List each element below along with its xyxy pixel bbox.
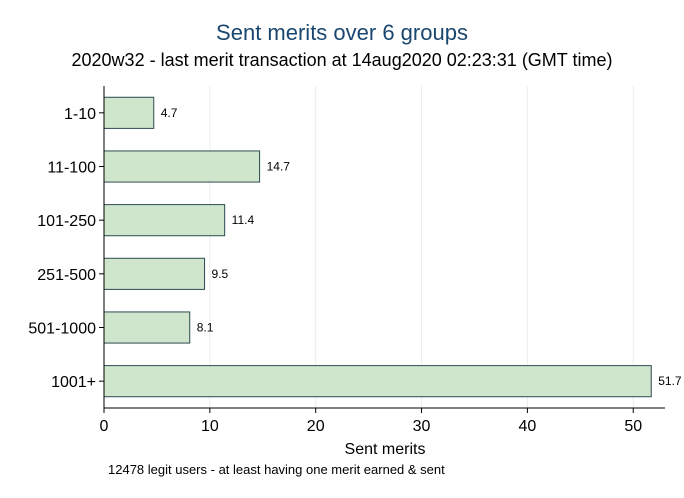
bar-101-250 bbox=[103, 204, 226, 237]
bar-value-label-101-250: 11.4 bbox=[232, 213, 255, 227]
bar-251-500 bbox=[103, 257, 206, 290]
x-tick-label-20: 20 bbox=[307, 418, 325, 435]
bar-value-label-501-1000: 8.1 bbox=[197, 321, 214, 335]
y-tick-label-251-500: 251-500 bbox=[37, 267, 96, 284]
y-tick-label-11-100: 11-100 bbox=[47, 160, 96, 177]
bar-value-label-1-10: 4.7 bbox=[161, 106, 178, 120]
x-tick-label-30: 30 bbox=[413, 418, 431, 435]
bar-value-label-251-500: 9.5 bbox=[212, 267, 229, 281]
chart-title: Sent merits over 6 groups bbox=[216, 20, 468, 45]
bar-11-100 bbox=[103, 150, 261, 183]
x-tick-label-10: 10 bbox=[201, 418, 219, 435]
bar-value-label-11-100: 14.7 bbox=[267, 160, 291, 174]
axes: 1-10 11-100 101-250 251-500 501-1000 1001+ 0 10… bbox=[28, 86, 665, 435]
y-tick-label-501-1000: 501-1000 bbox=[28, 321, 96, 338]
bar-501-1000 bbox=[103, 311, 191, 344]
footnote: 12478 legit users - at least having one … bbox=[108, 462, 445, 477]
bars: 4.7 14.7 11.4 9.5 8.1 51.7 bbox=[103, 96, 682, 398]
x-axis-label: Sent merits bbox=[345, 441, 426, 458]
bar-1-10 bbox=[103, 96, 155, 129]
bar-value-label-1001+: 51.7 bbox=[658, 374, 682, 388]
x-tick-label-40: 40 bbox=[518, 418, 536, 435]
x-tick-label-50: 50 bbox=[624, 418, 642, 435]
y-tick-label-1001+: 1001+ bbox=[51, 374, 96, 391]
x-tick-label-0: 0 bbox=[100, 418, 109, 435]
gridlines bbox=[209, 86, 634, 408]
y-tick-label-1-10: 1-10 bbox=[64, 106, 96, 123]
y-tick-label-101-250: 101-250 bbox=[37, 213, 96, 230]
bar-1001+ bbox=[103, 365, 652, 398]
chart-subtitle: 2020w32 - last merit transaction at 14au… bbox=[71, 50, 613, 70]
